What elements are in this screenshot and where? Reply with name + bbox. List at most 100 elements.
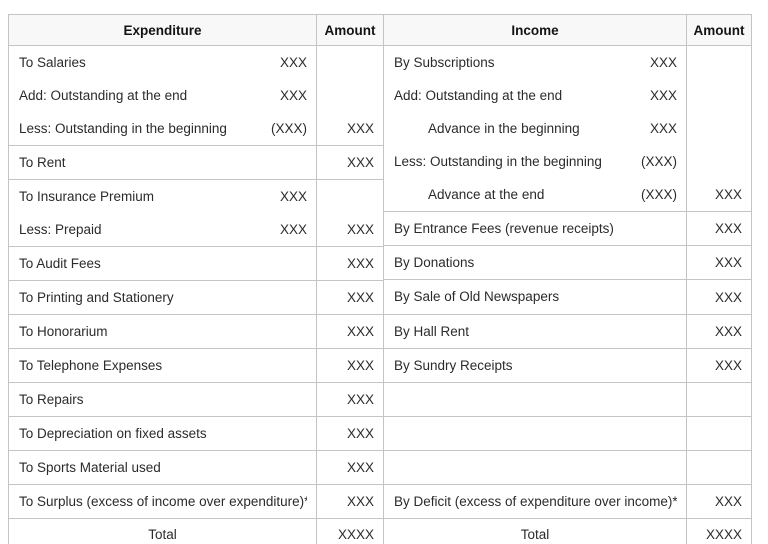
entry-label: Advance at the end	[428, 187, 545, 202]
entry-line: By Deficit (excess of expenditure over i…	[384, 485, 686, 518]
amount-cell: XXX	[316, 280, 384, 315]
table-row: By Entrance Fees (revenue receipts) XXX	[383, 211, 752, 247]
entry-label: Less: Prepaid	[19, 222, 102, 237]
table-row: To Telephone Expenses XXX	[8, 348, 384, 383]
account-table: Expenditure Amount To Salaries XXX Add: Ou…	[8, 14, 752, 544]
entry-line: Less: Prepaid XXX	[9, 213, 316, 246]
amount-cell: XXX	[686, 347, 752, 383]
entry-label: To Printing and Stationery	[19, 290, 174, 305]
entry-line: To Repairs	[9, 383, 316, 416]
entry-line	[384, 383, 686, 416]
entry-line: To Insurance Premium XXX	[9, 180, 316, 213]
amount-value: XXX	[346, 155, 374, 170]
entry-label: To Audit Fees	[19, 256, 101, 271]
entry-label: By Entrance Fees (revenue receipts)	[394, 221, 614, 237]
entry-line	[384, 417, 686, 450]
amount-value: XXX	[714, 357, 742, 373]
amount-cell: XXX	[686, 313, 752, 349]
entry-line: To Depreciation on fixed assets	[9, 417, 316, 450]
particulars-cell: To Honorarium	[8, 314, 317, 349]
total-amount-value: XXXX	[705, 526, 742, 542]
entry-label: To Insurance Premium	[19, 189, 155, 204]
entry-sub-amount: XXX	[649, 121, 677, 136]
table-row: To Sports Material used XXX	[8, 450, 384, 485]
entry-line: Advance in the beginning XXX	[384, 112, 686, 145]
entry-line: By Entrance Fees (revenue receipts)	[384, 212, 686, 245]
amount-value: XXX	[346, 426, 374, 441]
entry-label: Advance in the beginning	[428, 121, 580, 136]
amount-value: XXX	[714, 289, 742, 305]
entry-label: To Rent	[19, 155, 66, 170]
amount-value	[687, 383, 751, 416]
amount-cell: XXX	[316, 314, 384, 349]
particulars-cell	[383, 381, 687, 417]
entry-line: To Surplus (excess of income over expend…	[9, 485, 316, 518]
table-row: To Audit Fees XXX	[8, 246, 384, 281]
particulars-cell: To Printing and Stationery	[8, 280, 317, 315]
entry-sub-amount: XXX	[649, 88, 677, 103]
amount-value: XXX	[346, 290, 374, 305]
amount-value: XXX	[714, 221, 742, 237]
amount-cell: XXX	[316, 179, 384, 247]
amount-value: XXX	[346, 358, 374, 373]
particulars-cell: By Sundry Receipts	[383, 347, 687, 383]
entry-line: To Audit Fees	[9, 247, 316, 280]
particulars-cell	[383, 415, 687, 451]
particulars-cell: To Repairs	[8, 382, 317, 417]
entry-line: To Telephone Expenses	[9, 349, 316, 382]
table-row: By Sale of Old Newspapers XXX	[383, 279, 752, 315]
table-row	[383, 449, 752, 485]
amount-value: XXX	[346, 121, 374, 136]
total-row: Total XXXX	[8, 518, 384, 544]
entry-line: Less: Outstanding in the beginning (XXX)	[9, 112, 316, 145]
particulars-cell: By Hall Rent	[383, 313, 687, 349]
table-row: By Hall Rent XXX	[383, 313, 752, 349]
income-header-row: Income Amount	[383, 14, 752, 46]
total-amount-cell: XXXX	[316, 518, 384, 544]
amount-value: XXX	[346, 460, 374, 475]
total-amount-value: XXXX	[337, 526, 374, 542]
particulars-cell: To Telephone Expenses	[8, 348, 317, 383]
particulars-cell: By Donations	[383, 245, 687, 281]
table-row: To Repairs XXX	[8, 382, 384, 417]
entry-sub-amount: (XXX)	[270, 121, 307, 136]
entry-label: To Telephone Expenses	[19, 358, 163, 373]
particulars-cell: To Surplus (excess of income over expend…	[8, 484, 317, 519]
entry-line: By Subscriptions XXX	[384, 46, 686, 79]
table-row: To Printing and Stationery XXX	[8, 280, 384, 315]
entry-label: By Subscriptions	[394, 55, 495, 70]
particulars-cell: By Entrance Fees (revenue receipts)	[383, 211, 687, 247]
entry-sub-amount: (XXX)	[640, 187, 677, 202]
particulars-cell: To Depreciation on fixed assets	[8, 416, 317, 451]
entry-line: To Salaries XXX	[9, 46, 316, 79]
entry-line	[384, 451, 686, 484]
total-row: Total XXXX	[383, 518, 752, 544]
table-row	[383, 381, 752, 417]
table-row: By Subscriptions XXX Add: Outstanding at t…	[383, 44, 752, 213]
particulars-cell: To Insurance Premium XXX Less: Prepaid XXX	[8, 179, 317, 247]
amount-cell	[686, 449, 752, 485]
expenditure-amount-column-header: Amount	[316, 14, 384, 46]
entry-label: To Repairs	[19, 392, 84, 407]
amount-value: XXX	[714, 494, 742, 509]
amount-cell: XXX	[686, 245, 752, 281]
amount-value: XXX	[714, 323, 742, 339]
income-column-header: Income	[383, 14, 687, 46]
entry-line: To Rent	[9, 146, 316, 179]
entry-label: By Donations	[394, 255, 475, 271]
amount-value: XXX	[346, 256, 374, 271]
table-row: To Salaries XXX Add: Outstanding at the en…	[8, 45, 384, 146]
entry-line: To Printing and Stationery	[9, 281, 316, 314]
table-row: By Sundry Receipts XXX	[383, 347, 752, 383]
entry-line: Add: Outstanding at the end XXX	[384, 79, 686, 112]
entry-line: Add: Outstanding at the end XXX	[9, 79, 316, 112]
entry-label: Add: Outstanding at the end	[19, 88, 188, 103]
amount-value: XXX	[714, 255, 742, 271]
amount-cell: XXX	[316, 246, 384, 281]
entry-line: To Honorarium	[9, 315, 316, 348]
particulars-cell: To Rent	[8, 145, 317, 180]
amount-value: XXX	[714, 187, 742, 203]
entry-sub-amount: XXX	[279, 189, 307, 204]
table-row: To Surplus (excess of income over expend…	[8, 484, 384, 519]
